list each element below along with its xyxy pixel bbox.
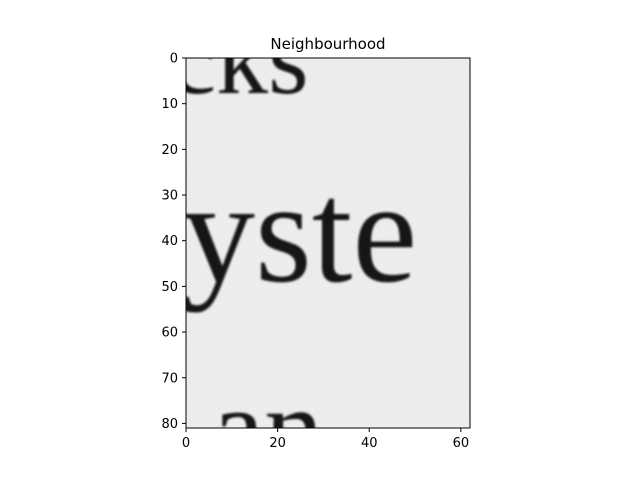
x-tick-label: 60: [453, 436, 470, 451]
y-tick-label: 40: [161, 234, 178, 249]
y-axis: 0 10 20 30 40 50 60 70 80: [161, 52, 186, 432]
y-tick-label: 50: [161, 280, 178, 295]
paper-background: [186, 58, 470, 428]
y-tick-label: 70: [161, 371, 178, 386]
chart-title: Neighbourhood: [270, 35, 385, 53]
y-tick-label: 20: [161, 143, 178, 158]
x-axis: 0 20 40 60: [182, 428, 469, 451]
y-tick-label: 60: [161, 326, 178, 341]
y-tick-label: 80: [161, 417, 178, 432]
plot-frame: [185, 57, 471, 429]
y-tick-label: 10: [161, 97, 178, 112]
y-tick-label: 30: [161, 189, 178, 204]
text-fragment-top: cks: [170, 1, 309, 116]
x-tick-label: 40: [361, 436, 378, 451]
x-tick-label: 20: [269, 436, 286, 451]
text-fragment-middle: yste: [182, 151, 417, 313]
text-fragment-bottom: an: [212, 363, 323, 480]
y-tick-label: 0: [170, 52, 178, 67]
x-tick-label: 0: [182, 436, 190, 451]
heatmap-image: cks yste an: [170, 1, 470, 480]
